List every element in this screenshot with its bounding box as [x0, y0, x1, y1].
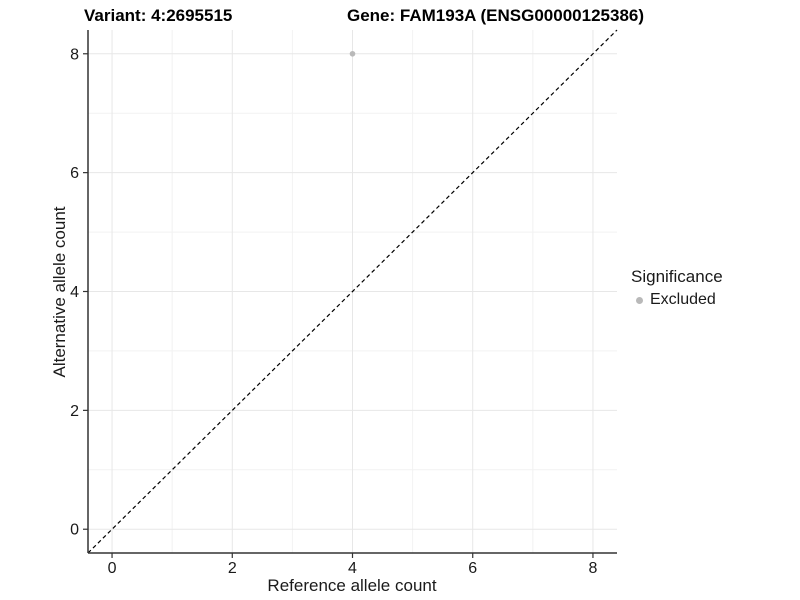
- gene-title: Gene: FAM193A (ENSG00000125386): [347, 6, 645, 25]
- y-tick-label: 2: [70, 403, 79, 420]
- y-tick-label: 6: [70, 165, 79, 182]
- x-tick-label: 0: [108, 560, 117, 577]
- x-tick-label: 4: [348, 560, 357, 577]
- excluded-point-icon: [635, 296, 643, 304]
- legend-entry-label: Excluded: [650, 291, 716, 308]
- legend-entry-excluded: Excluded: [631, 291, 723, 309]
- legend-title: Significance: [631, 267, 723, 286]
- legend: Significance Excluded: [631, 267, 723, 309]
- x-tick-label: 2: [228, 560, 237, 577]
- y-tick-label: 0: [70, 522, 79, 539]
- x-tick-label: 6: [468, 560, 477, 577]
- legend-key: [631, 296, 647, 304]
- y-tick-label: 4: [70, 284, 79, 301]
- y-tick-label: 8: [70, 46, 79, 63]
- x-axis-title: Reference allele count: [267, 576, 437, 595]
- identity-reference-line: [87, 29, 618, 554]
- x-tick-label: 8: [589, 560, 598, 577]
- y-axis-title: Alternative allele count: [50, 206, 69, 378]
- variant-title: Variant: 4:2695515: [84, 6, 233, 25]
- data-point: [349, 50, 356, 57]
